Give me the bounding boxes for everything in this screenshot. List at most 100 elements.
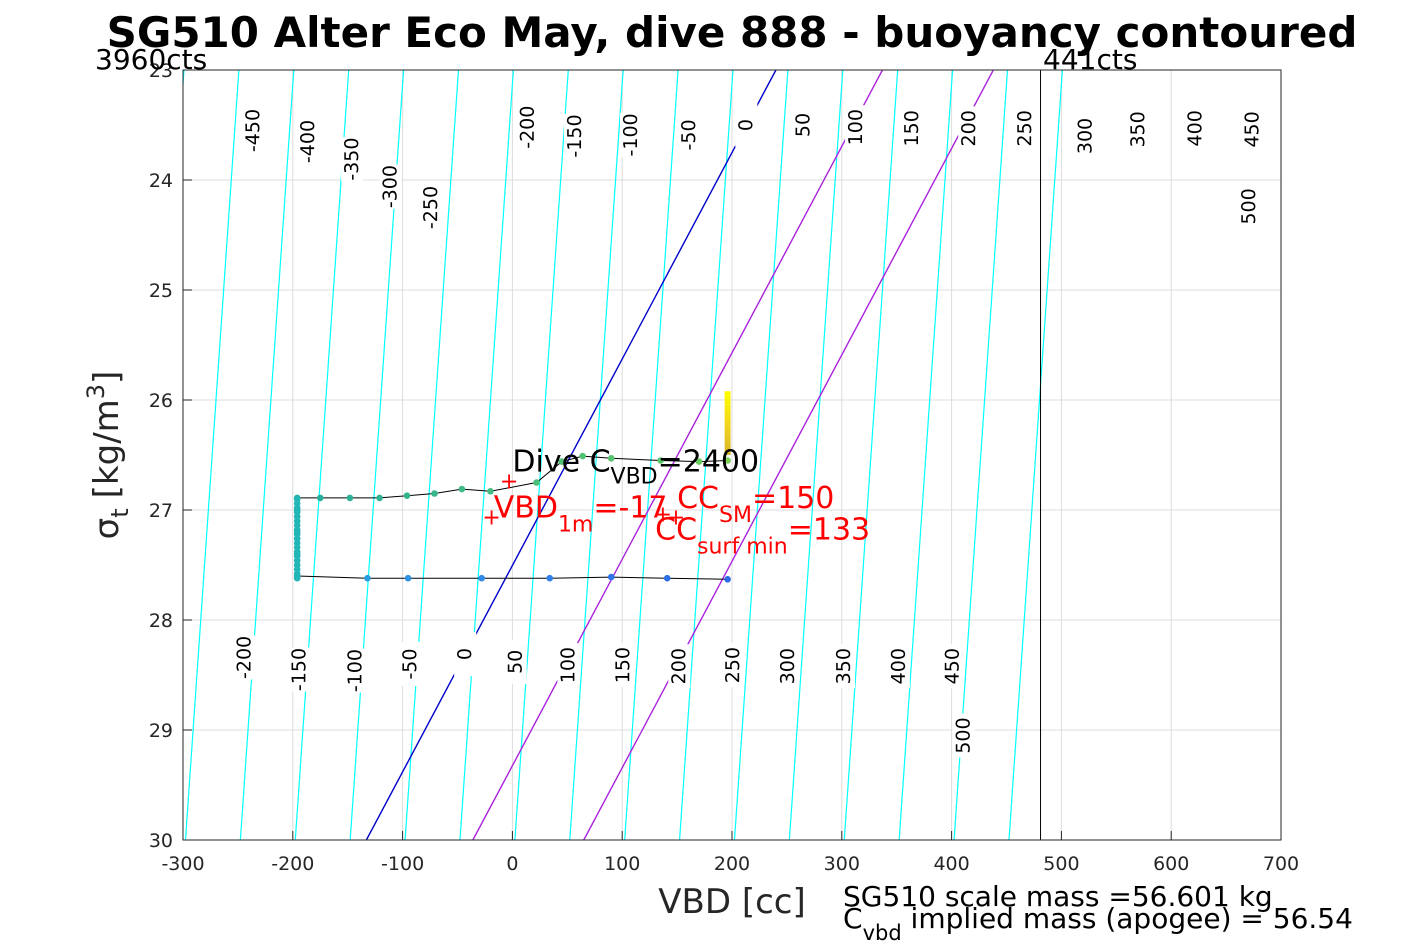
contour-label-bg [1127,107,1150,152]
dive-cvbd-sub: VBD [611,465,658,490]
contour-label-bg [563,113,587,159]
data-point [431,490,438,497]
x-tick-label: -300 [161,853,204,875]
vbd-1m-annotation: VBD1m=-17 [494,491,668,538]
cc-sm-pre: CC [677,481,719,516]
contour-labels: -450 -400 -350 -300 -250 -200 -150 -100 -50 0 50 10… [233,102,1264,758]
contour-label-bg [612,643,635,688]
x-tick-label: 600 [1153,853,1189,875]
y-tick-label: 28 [149,610,173,632]
contour-label-bg [735,102,758,148]
contour-label-top: 350 [1127,111,1149,147]
contour-line [843,70,899,840]
data-point [364,574,371,582]
x-tick-label: 300 [824,853,860,875]
contour-label-top: 100 [845,109,867,145]
contour-label-bottom: 100 [557,647,579,683]
plus-markers: ++ ++ [482,469,685,530]
contour-label-bg [845,105,868,150]
dive-cvbd-post: =2400 [658,445,759,480]
data-point [724,576,731,583]
x-tick-label: 700 [1263,853,1299,875]
data-point [695,458,703,465]
contour-label-bottom: 300 [777,648,799,684]
vbd-1m-sub: 1m [558,513,593,538]
contour-label-bottom: 500 [953,717,975,753]
contour-label-top: -300 [379,165,401,208]
x-axis-label: VBD [cc] [658,882,806,922]
special-contour-line [365,70,777,840]
contour-label-top: 400 [1184,110,1206,146]
contour-label-bg [344,648,367,693]
special-contour-line [472,70,884,840]
contour-label-bg [776,644,800,689]
contour-line [239,70,295,840]
contour-label-bottom: 250 [722,647,744,683]
vbd-1m-pre: VBD [494,491,558,526]
x-tick-label: -200 [271,853,314,875]
x-tick-label: 0 [506,853,518,875]
footer-line-2: Cvbd implied mass (apogee) = 56.54 [843,902,1353,945]
contour-label-bg [1014,106,1037,151]
contour-label-bottom: -150 [288,648,310,691]
contour-label-top: -100 [620,113,642,156]
contour-label-bg [668,644,691,689]
footer-line-1: SG510 scale mass =56.601 kg [843,880,1273,913]
data-point [376,494,383,502]
contour-label-top: -50 [678,119,700,150]
plus-marker: + [654,502,672,527]
dive-trace-line [296,455,728,580]
buoyancy-contours [0,70,1063,840]
contour-label-bottom: 50 [505,650,527,674]
x-tick-label: 500 [1043,853,1079,875]
contour-label-bottom: 0 [454,648,476,660]
contour-label-bg [1074,113,1097,159]
y-label-close: ] [87,371,127,384]
chart-title: SG510 Alter Eco May, dive 888 - buoyancy… [107,8,1358,57]
contour-line [404,70,460,840]
data-point [657,457,664,464]
contour-label-bg [288,647,311,692]
contour-label-bg [297,119,320,164]
y-tick-label: 30 [149,830,173,852]
contour-label-bg [242,108,265,153]
plus-marker: + [482,506,500,531]
contour-label-bg [832,644,856,689]
contour-line [733,70,789,840]
contour-label-top: 450 [1241,111,1263,147]
contour-line [459,70,514,840]
contour-label-bg [952,713,975,758]
y-axis-label: σt [kg/m3] [82,371,134,540]
y-label-sup: 3 [82,384,110,399]
contour-label-bottom: -50 [399,648,421,679]
data-point [579,452,586,460]
contour-label-bg [341,137,364,182]
dive-cvbd-annotation: Dive CVBD=2400 [512,445,759,490]
contour-label-bg [887,644,910,689]
cc-surf-sub: surf min [697,535,788,560]
contour-label-bottom: -100 [344,649,366,692]
contour-label-bg [420,185,443,230]
contour-label-bottom: 350 [833,648,855,684]
contour-label-bg [399,641,422,687]
y-label-sub: t [106,508,134,517]
data-point [346,494,354,502]
annotations: Dive CVBD=2400 VBD1m=-17 CCSM=150 CCsurf… [482,445,870,560]
data-point [404,574,412,582]
contour-label-bg [722,643,745,688]
corner-label-left: 3960cts [95,43,207,76]
x-tick-label: 400 [933,853,969,875]
plus-marker: + [500,469,518,494]
data-point [458,485,466,493]
surface-bar [724,391,731,455]
contour-label-bg [958,106,981,151]
data-point [293,574,301,582]
contour-line [0,70,19,840]
contour-line [624,70,679,840]
contour-label-top: 250 [1014,110,1036,146]
contour-label-bg [454,632,477,677]
contour-line [184,70,240,840]
y-tick-label: 24 [149,170,173,192]
y-label-unit: [kg/m [87,399,127,498]
